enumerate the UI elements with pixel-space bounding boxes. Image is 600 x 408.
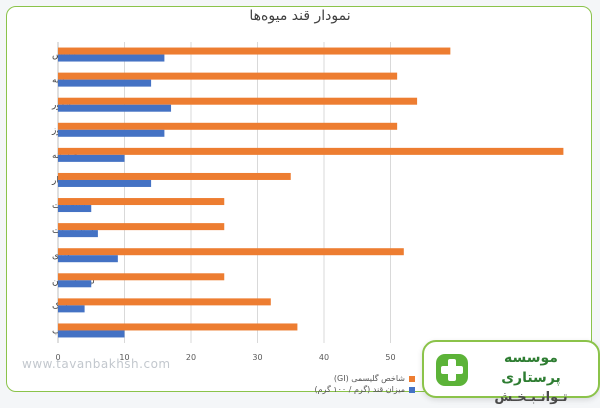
brand-logo: موسسه پرستاری تـوانـبـخـش <box>422 340 600 405</box>
bar-series0-4 <box>58 147 564 155</box>
bar-series1-11 <box>58 330 125 338</box>
bar-series1-0 <box>58 54 165 62</box>
legend-swatch-gi <box>409 375 415 382</box>
bar-series0-8 <box>58 248 404 256</box>
x-tick-label-4: 40 <box>319 353 329 362</box>
category-label-5: انار <box>51 176 64 186</box>
chart-title: نمودار قند میوه‌ها <box>249 8 351 24</box>
x-tick-label-2: 20 <box>186 353 196 362</box>
bar-series1-4 <box>58 154 125 162</box>
x-tick-label-3: 30 <box>252 353 262 362</box>
bar-series0-9 <box>58 273 225 281</box>
brand-name-line2: تـوانـبـخـش <box>494 390 568 405</box>
bar-series0-10 <box>58 298 271 306</box>
bar-series1-5 <box>58 179 152 187</box>
bar-series0-6 <box>58 198 225 206</box>
bar-series1-1 <box>58 79 152 87</box>
brand-name: موسسه پرستاری تـوانـبـخـش <box>472 348 590 408</box>
legend-label-gi: شاخص گلیسمی (GI) <box>333 374 405 383</box>
bar-series0-1 <box>58 72 398 80</box>
medical-cross-icon <box>436 354 468 386</box>
watermark-url: www.tavanbakhsh.com <box>22 357 171 371</box>
bar-series1-3 <box>58 129 165 137</box>
legend-label-sugar: میزان قند (گرم / ۱۰۰ گرم) <box>314 385 405 394</box>
legend: شاخص گلیسمی (GI) میزان قند (گرم / ۱۰۰ گر… <box>195 373 415 395</box>
x-tick-label-0: 0 <box>55 353 60 362</box>
bar-series0-2 <box>58 97 418 105</box>
brand-name-line1: موسسه پرستاری <box>501 350 561 386</box>
bar-series0-7 <box>58 223 225 231</box>
bar-series0-11 <box>58 323 298 331</box>
bar-series1-2 <box>58 104 172 112</box>
bar-series0-5 <box>58 172 291 180</box>
legend-swatch-sugar <box>409 386 415 393</box>
bar-series1-10 <box>58 305 85 313</box>
x-tick-label-5: 50 <box>385 353 395 362</box>
legend-item-sugar: میزان قند (گرم / ۱۰۰ گرم) <box>195 384 415 395</box>
bar-series1-7 <box>58 230 98 238</box>
legend-item-gi: شاخص گلیسمی (GI) <box>195 373 415 384</box>
bar-series0-0 <box>58 47 451 55</box>
bar-series0-3 <box>58 122 398 130</box>
bar-series1-6 <box>58 205 92 213</box>
bar-series1-8 <box>58 255 118 263</box>
x-tick-label-1: 10 <box>119 353 129 362</box>
bar-series1-9 <box>58 280 92 288</box>
